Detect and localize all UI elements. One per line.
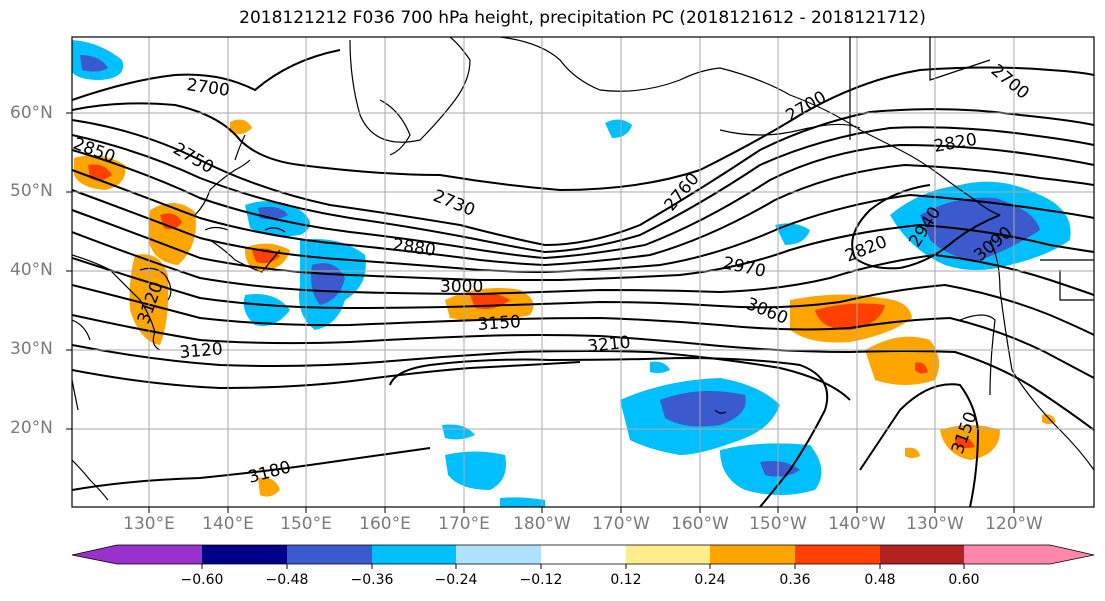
lon-label-130w: 130°W xyxy=(906,514,964,534)
colorbar-label-7: 0.36 xyxy=(779,572,811,588)
lon-label-150e: 150°E xyxy=(280,514,332,534)
colorbar-outline xyxy=(71,544,1095,565)
lon-label-140e: 140°E xyxy=(202,514,254,534)
colorbar-label-8: 0.48 xyxy=(864,572,896,588)
lat-label-30n: 30°N xyxy=(10,339,53,359)
colorbar-seg-4 xyxy=(456,545,541,564)
lon-label-170e: 170°E xyxy=(438,514,490,534)
colorbar-seg-10 xyxy=(964,545,1094,564)
lat-label-20n: 20°N xyxy=(10,418,53,438)
contour-label-3000: 3000 xyxy=(440,277,483,297)
colorbar-label-5: 0.12 xyxy=(610,572,642,588)
colorbar-seg-2 xyxy=(287,545,372,564)
contour-label-3150: 3150 xyxy=(477,312,522,335)
lon-label-140w: 140°W xyxy=(828,514,886,534)
contour-label-3210: 3210 xyxy=(586,333,631,357)
colorbar-ticks xyxy=(201,564,965,569)
height-contours xyxy=(72,49,1094,507)
lon-label-150w: 150°W xyxy=(749,514,807,534)
map-plot-area xyxy=(72,37,1094,507)
colorbar-seg-7 xyxy=(710,545,795,564)
lat-label-60n: 60°N xyxy=(10,103,53,123)
lon-label-160e: 160°E xyxy=(359,514,411,534)
coastlines xyxy=(72,37,1094,501)
map-frame xyxy=(71,36,1095,508)
lon-label-130e: 130°E xyxy=(123,514,175,534)
colorbar-label-3: −0.24 xyxy=(434,572,478,588)
colorbar-label-1: −0.48 xyxy=(265,572,309,588)
colorbar-seg-1 xyxy=(202,545,287,564)
lon-label-170w: 170°W xyxy=(592,514,650,534)
colorbar-seg-8 xyxy=(795,545,880,564)
axis-ticks xyxy=(66,112,1015,513)
colorbar-label-9: 0.60 xyxy=(948,572,980,588)
colorbar-label-6: 0.24 xyxy=(694,572,726,588)
colorbar-seg-6 xyxy=(626,545,710,564)
colorbar xyxy=(71,544,1095,569)
lon-label-120w: 120°W xyxy=(985,514,1043,534)
colorbar-label-2: −0.36 xyxy=(350,572,394,588)
lon-label-180w: 180°W xyxy=(513,514,571,534)
colorbar-seg-0 xyxy=(72,545,202,564)
colorbar-seg-9 xyxy=(880,545,964,564)
lon-label-160w: 160°W xyxy=(671,514,729,534)
graticule xyxy=(72,37,1094,507)
map-title: 2018121212 F036 700 hPa height, precipit… xyxy=(239,8,926,28)
lat-label-50n: 50°N xyxy=(10,181,53,201)
colorbar-label-4: −0.12 xyxy=(519,572,563,588)
colorbar-seg-5 xyxy=(541,545,626,564)
colorbar-label-0: −0.60 xyxy=(180,572,224,588)
contour-label-3120-w: 3120 xyxy=(179,339,224,363)
lat-label-40n: 40°N xyxy=(10,260,53,280)
colorbar-seg-3 xyxy=(372,545,456,564)
